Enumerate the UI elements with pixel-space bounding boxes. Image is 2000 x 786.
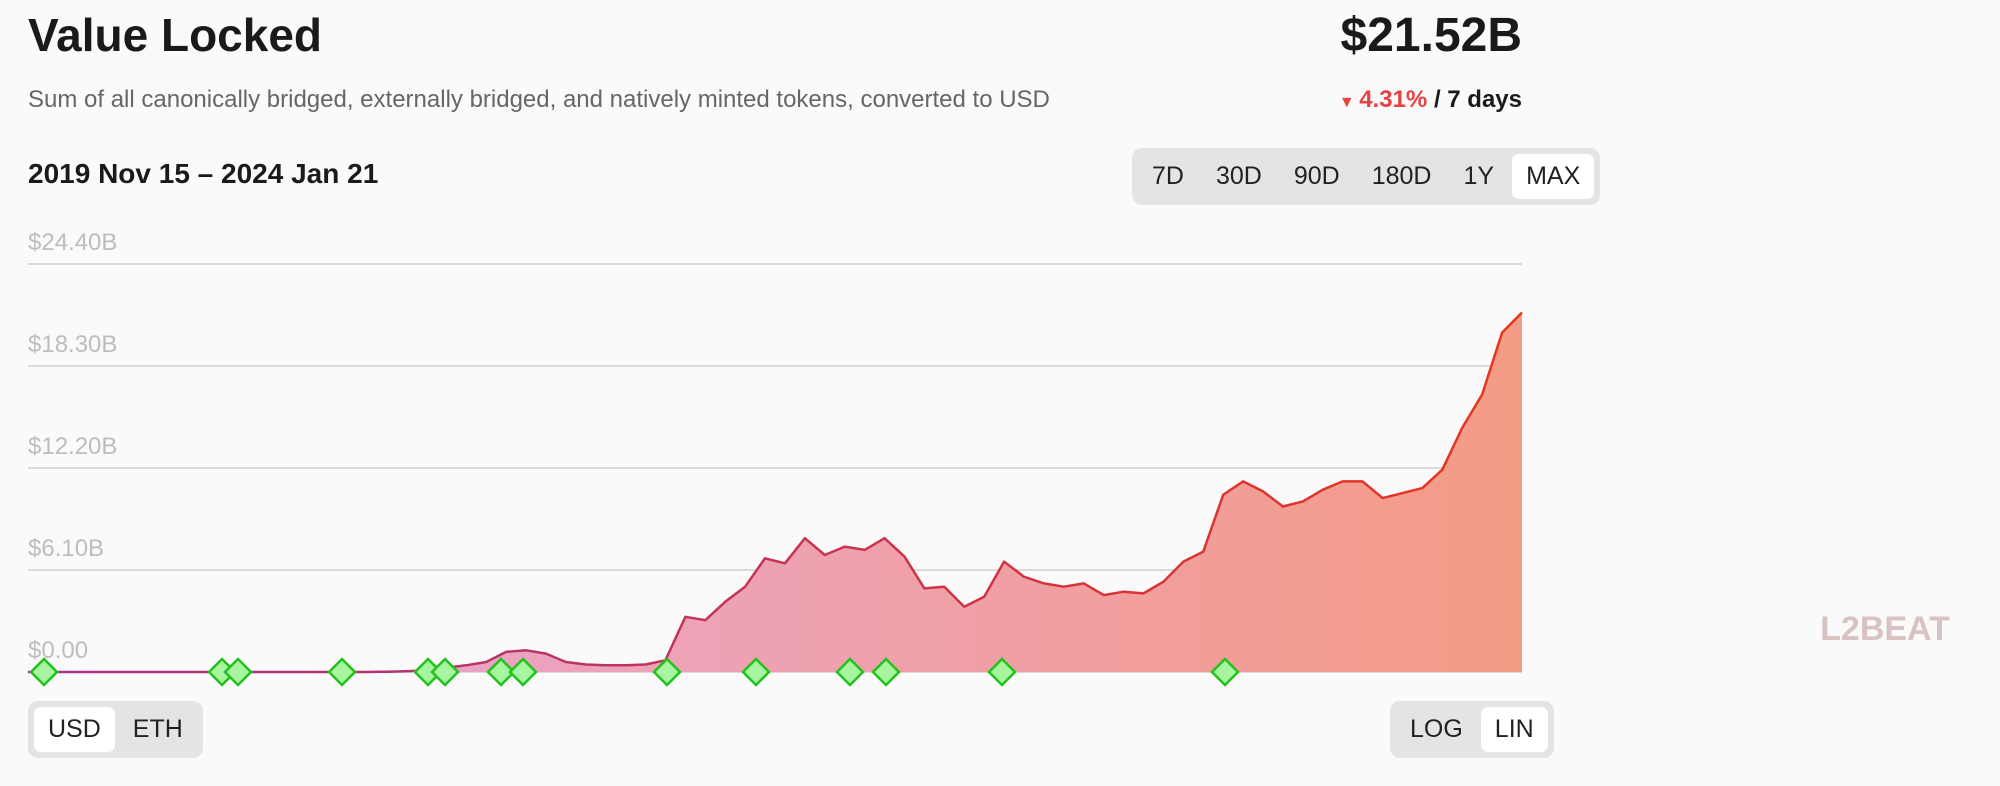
range-buttons: 7D 30D 90D 180D 1Y MAX — [1132, 148, 1601, 205]
title: Value Locked — [28, 9, 323, 61]
milestone-marker[interactable] — [741, 657, 771, 687]
milestone-marker[interactable] — [871, 657, 901, 687]
change-period: / 7 days — [1433, 86, 1522, 113]
milestone-marker[interactable] — [835, 657, 865, 687]
milestone-marker[interactable] — [413, 657, 443, 687]
line — [28, 311, 1523, 674]
change-line: ▼ 4.31% / 7 days — [1339, 86, 1522, 114]
toggle-button[interactable]: 180D — [1371, 162, 1432, 190]
toggle-button[interactable]: MAX — [1512, 154, 1595, 199]
milestone-marker[interactable] — [652, 657, 682, 687]
toggle-button[interactable]: USD — [34, 707, 115, 752]
watermark: L2BEAT — [1820, 610, 1950, 648]
toggle-button[interactable]: 30D — [1215, 162, 1262, 190]
subtitle: Sum of all canonically bridged, external… — [28, 86, 1050, 113]
milestone-marker[interactable] — [207, 657, 237, 687]
toggle-button[interactable]: 7D — [1152, 162, 1184, 190]
toggle-button[interactable]: 90D — [1293, 162, 1340, 190]
milestone-marker[interactable] — [987, 657, 1017, 687]
milestone-marker[interactable] — [327, 657, 357, 687]
toggle-button[interactable]: LOG — [1410, 715, 1463, 743]
toggle-button[interactable]: 1Y — [1463, 162, 1495, 190]
y-tick-label: $12.20B — [28, 433, 117, 460]
milestone-marker[interactable] — [508, 657, 538, 687]
milestone-marker[interactable] — [430, 657, 460, 687]
scale-buttons: LOG LIN — [1390, 701, 1554, 758]
y-tick-label: $18.30B — [28, 331, 117, 358]
milestone-marker[interactable] — [223, 657, 253, 687]
change: 4.31% — [1359, 86, 1428, 113]
down-arrow: ▼ — [1338, 94, 1360, 111]
date-range: 2019 Nov 15 – 2024 Jan 21 — [28, 158, 379, 189]
total-value: $21.52B — [1340, 9, 1522, 62]
area — [28, 312, 1522, 672]
toggle-button[interactable]: LIN — [1480, 707, 1548, 752]
milestone-marker[interactable] — [29, 657, 59, 687]
y-tick-label: $24.40B — [28, 229, 117, 256]
toggle-button[interactable]: ETH — [132, 715, 183, 743]
milestone-marker[interactable] — [486, 657, 516, 687]
y-tick-label: $6.10B — [28, 535, 104, 562]
milestone-marker[interactable] — [1210, 657, 1240, 687]
y-tick-label: $0.00 — [28, 637, 88, 664]
unit-buttons: USD ETH — [28, 701, 203, 758]
